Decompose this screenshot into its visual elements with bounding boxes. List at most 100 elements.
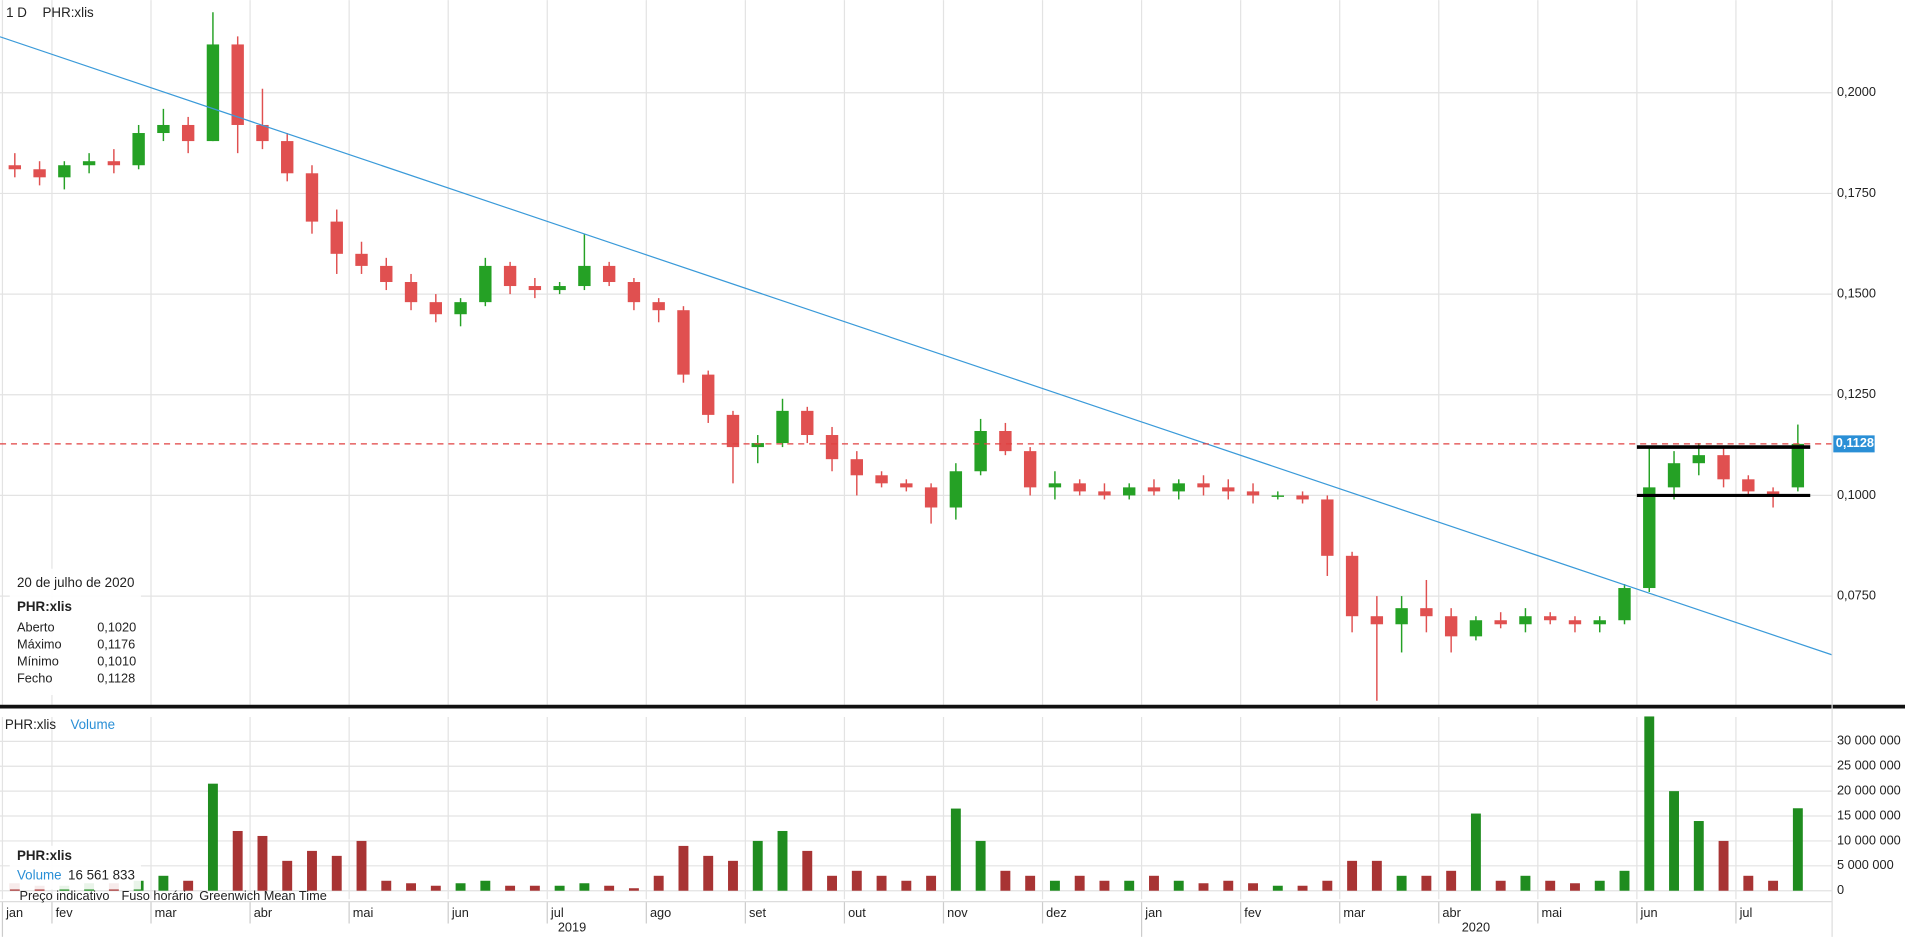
volume-bar bbox=[579, 883, 590, 891]
marks bbox=[0, 12, 1833, 891]
info-value: 0,1010 bbox=[97, 654, 136, 669]
volume-bar bbox=[1049, 880, 1060, 891]
candle-body bbox=[627, 282, 641, 303]
candle-body bbox=[1568, 620, 1582, 625]
candle-body bbox=[1048, 483, 1062, 488]
candle-body bbox=[429, 302, 442, 315]
candle-body bbox=[404, 282, 418, 303]
volume-bar bbox=[1347, 860, 1358, 891]
info-label: Fecho bbox=[17, 671, 52, 686]
volume-bar bbox=[678, 845, 689, 891]
y-tick-label: 0,1000 bbox=[1837, 487, 1876, 502]
year-label: 2019 bbox=[558, 920, 586, 935]
volume-bar bbox=[480, 880, 491, 891]
x-tick-label: jul bbox=[550, 905, 564, 920]
volume-bar bbox=[1198, 883, 1209, 891]
info-rows: Aberto 0,1020 Máximo 0,1176 Mínimo 0,1010 Fech… bbox=[17, 620, 136, 686]
volume-bar bbox=[604, 885, 615, 891]
volume-info-value: 16 561 833 bbox=[68, 868, 135, 883]
candle-body bbox=[1222, 487, 1235, 492]
volume-bar bbox=[1074, 875, 1085, 891]
y-tick-label: 5 000 000 bbox=[1837, 857, 1894, 872]
volume-bar bbox=[307, 850, 317, 891]
volume-bar bbox=[1470, 813, 1481, 891]
candle-body bbox=[454, 302, 467, 315]
volume-bar bbox=[1792, 808, 1803, 891]
y-tick-label: 30 000 000 bbox=[1837, 733, 1901, 748]
x-tick-label: mar bbox=[155, 905, 178, 920]
candle-body bbox=[1791, 443, 1805, 488]
volume-title: Volume bbox=[70, 717, 115, 732]
candle-body bbox=[281, 141, 294, 174]
info-value: 0,1176 bbox=[97, 637, 135, 652]
candle-body bbox=[206, 44, 220, 142]
volume-bar bbox=[455, 883, 466, 891]
candle-body bbox=[1073, 483, 1086, 492]
x-tick-label: mar bbox=[1343, 905, 1366, 920]
candle-body bbox=[1147, 487, 1161, 492]
volume-bar bbox=[554, 885, 565, 891]
volume-bar bbox=[1594, 880, 1605, 891]
candle-body bbox=[256, 124, 269, 142]
volume-bar bbox=[529, 885, 540, 891]
trend-line bbox=[0, 36, 1833, 656]
footer-text: Fuso horário bbox=[121, 888, 193, 903]
x-tick-label: nov bbox=[947, 905, 968, 920]
y-tick-label: 0 bbox=[1837, 882, 1844, 897]
candle-body bbox=[578, 265, 591, 287]
volume-bar bbox=[257, 835, 268, 891]
volume-bar bbox=[282, 860, 293, 891]
interval: 1 D bbox=[6, 5, 27, 20]
x-tick-label: set bbox=[749, 905, 766, 920]
candle-body bbox=[702, 374, 715, 415]
candle-body bbox=[999, 430, 1012, 452]
volume-bar bbox=[1025, 875, 1036, 891]
candle-body bbox=[726, 414, 740, 448]
candle-body bbox=[380, 265, 393, 283]
y-tick-label: 20 000 000 bbox=[1837, 783, 1901, 798]
x-tick-label: abr bbox=[254, 905, 273, 920]
volume-bar bbox=[851, 870, 862, 891]
volume-bar bbox=[1669, 791, 1679, 891]
candle-body bbox=[1172, 483, 1185, 492]
candle-body bbox=[900, 483, 913, 488]
candle-body bbox=[1370, 616, 1384, 625]
volume-bar bbox=[703, 855, 714, 891]
y-tick-label: 0,1750 bbox=[1837, 185, 1876, 200]
volume-bar bbox=[1297, 885, 1308, 891]
volume-bar bbox=[827, 875, 837, 891]
volume-bar bbox=[926, 875, 937, 891]
y-tick-label: 0,0750 bbox=[1837, 587, 1876, 602]
candle-body bbox=[1469, 620, 1483, 637]
volume-bar bbox=[1371, 860, 1382, 891]
info-bg bbox=[9, 568, 141, 696]
volume-bar bbox=[505, 885, 516, 891]
last-price-box bbox=[1833, 435, 1875, 453]
x-tick-label: jan bbox=[1144, 905, 1162, 920]
volume-bar bbox=[331, 855, 342, 891]
grid bbox=[0, 0, 1833, 937]
volume-bar bbox=[1124, 880, 1135, 891]
info-label: Máximo bbox=[17, 637, 62, 652]
candle-body bbox=[1123, 487, 1136, 496]
candle-body bbox=[974, 430, 987, 472]
candle-body bbox=[157, 124, 170, 134]
volume-info-label: Volume bbox=[17, 868, 62, 883]
candle-body bbox=[1098, 491, 1111, 496]
volume-bar bbox=[1520, 875, 1531, 891]
candle-body bbox=[1395, 608, 1408, 625]
volume-bar bbox=[207, 783, 218, 891]
info-symbol: PHR:xlis bbox=[17, 599, 72, 614]
x-tick-label: jun bbox=[1640, 905, 1658, 920]
volume-bar bbox=[752, 840, 763, 891]
candle-body bbox=[181, 124, 195, 142]
last-price-label: 0,1128 bbox=[1836, 435, 1874, 450]
candle-body bbox=[33, 169, 46, 178]
footer-text: Greenwich Mean Time bbox=[199, 888, 327, 903]
candle-body bbox=[1023, 451, 1037, 488]
volume-bar bbox=[1693, 821, 1704, 891]
candle-body bbox=[949, 471, 963, 508]
candle-body bbox=[776, 410, 789, 444]
